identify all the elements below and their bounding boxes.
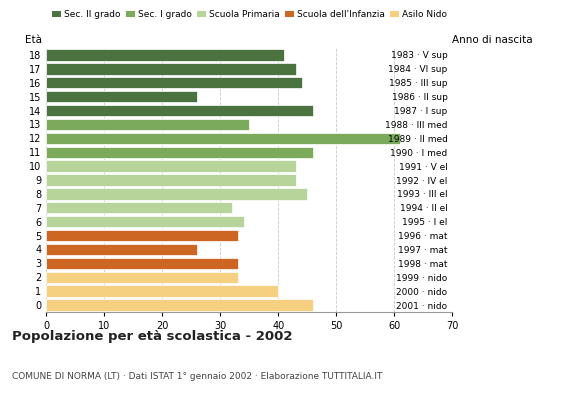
Bar — [46, 272, 238, 283]
Bar — [46, 244, 197, 255]
Legend: Sec. II grado, Sec. I grado, Scuola Primaria, Scuola dell'Infanzia, Asilo Nido: Sec. II grado, Sec. I grado, Scuola Prim… — [49, 6, 450, 23]
Bar — [46, 258, 238, 269]
Bar — [46, 105, 313, 116]
Bar — [46, 77, 302, 88]
Bar — [46, 133, 400, 144]
Bar — [46, 188, 307, 200]
Bar — [46, 299, 313, 311]
Bar — [46, 286, 278, 297]
Bar — [46, 230, 238, 241]
Bar — [46, 49, 284, 61]
Bar — [46, 146, 313, 158]
Bar — [46, 160, 296, 172]
Text: COMUNE DI NORMA (LT) · Dati ISTAT 1° gennaio 2002 · Elaborazione TUTTITALIA.IT: COMUNE DI NORMA (LT) · Dati ISTAT 1° gen… — [12, 372, 382, 381]
Bar — [46, 119, 249, 130]
Bar — [46, 216, 244, 227]
Text: Popolazione per età scolastica - 2002: Popolazione per età scolastica - 2002 — [12, 330, 292, 343]
Bar — [46, 63, 296, 74]
Bar — [46, 91, 197, 102]
Text: Età: Età — [26, 35, 42, 45]
Bar — [46, 174, 296, 186]
Text: Anno di nascita: Anno di nascita — [452, 35, 533, 45]
Bar — [46, 202, 232, 214]
